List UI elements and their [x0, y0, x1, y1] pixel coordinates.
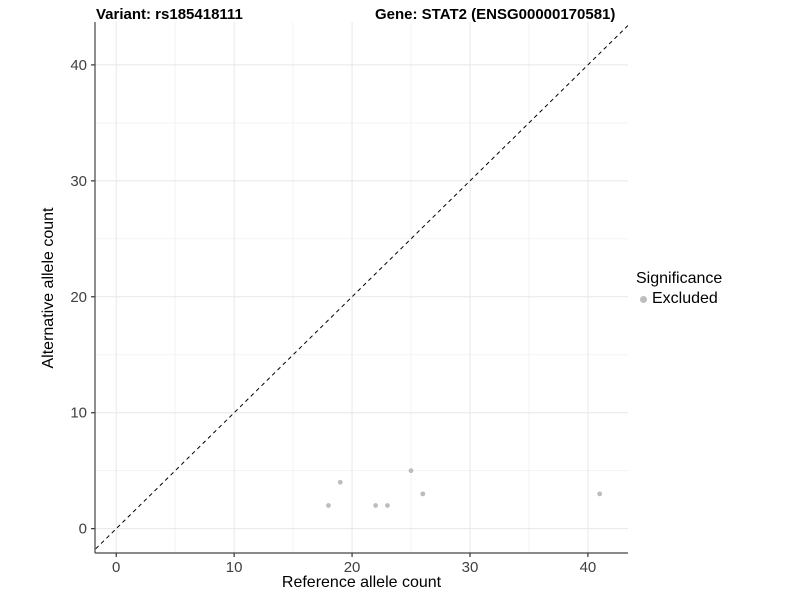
legend: Significance Excluded	[636, 270, 722, 308]
data-point	[326, 503, 331, 508]
legend-item-label: Excluded	[652, 290, 718, 307]
data-point	[408, 468, 414, 474]
x-tick-label: 10	[226, 559, 243, 576]
y-tick-label: 30	[70, 173, 87, 190]
legend-title: Significance	[636, 270, 723, 287]
data-point	[385, 503, 390, 508]
y-tick-label: 20	[70, 289, 87, 306]
legend-key-dot-icon	[640, 295, 647, 303]
data-point	[337, 479, 343, 485]
x-tick-label: 30	[462, 559, 479, 576]
y-tick-label: 10	[70, 405, 87, 422]
x-tick-label: 0	[112, 559, 120, 576]
plot-title-gene: Gene: STAT2 (ENSG00000170581)	[375, 6, 616, 23]
y-tick-label: 0	[79, 521, 87, 538]
x-tick-label: 20	[344, 559, 361, 576]
identity-reference-line	[95, 24, 628, 551]
plot-title-variant: Variant: rs185418111	[96, 6, 243, 23]
y-tick-label: 40	[70, 57, 87, 74]
y-axis-title: Alternative allele count	[40, 207, 57, 369]
legend-item-excluded: Excluded	[640, 290, 722, 308]
x-axis-title: Reference allele count	[281, 574, 442, 591]
data-point	[597, 491, 603, 497]
data-point	[373, 503, 379, 508]
x-tick-label: 40	[580, 559, 597, 576]
data-point	[420, 491, 426, 497]
